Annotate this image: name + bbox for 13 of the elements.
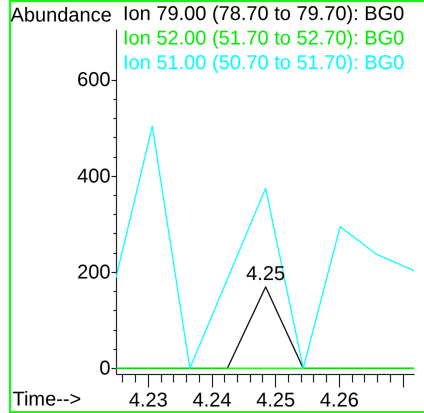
text: Ion 52.00 (51.70 to 52.70): BG0 [123,28,404,50]
text: Ion 79.00 (78.70 to 79.70): BG0 [123,3,404,25]
x-tick-label: 4.26 [320,390,359,412]
x-tick-label: 4.24 [192,390,232,412]
x-axis-title: Time--> [12,388,82,410]
y-tick-label: 400 [77,165,110,188]
y-tick-label: 0 [99,358,110,380]
y-axis-title: Abundance [10,4,112,26]
x-tick-label: 4.25 [256,390,296,412]
text: Ion 51.00 (50.70 to 51.70): BG0 [123,52,404,74]
y-tick-label: 600 [77,69,110,92]
x-tick-label: 4.23 [128,390,168,412]
y-tick-label: 200 [77,261,110,284]
